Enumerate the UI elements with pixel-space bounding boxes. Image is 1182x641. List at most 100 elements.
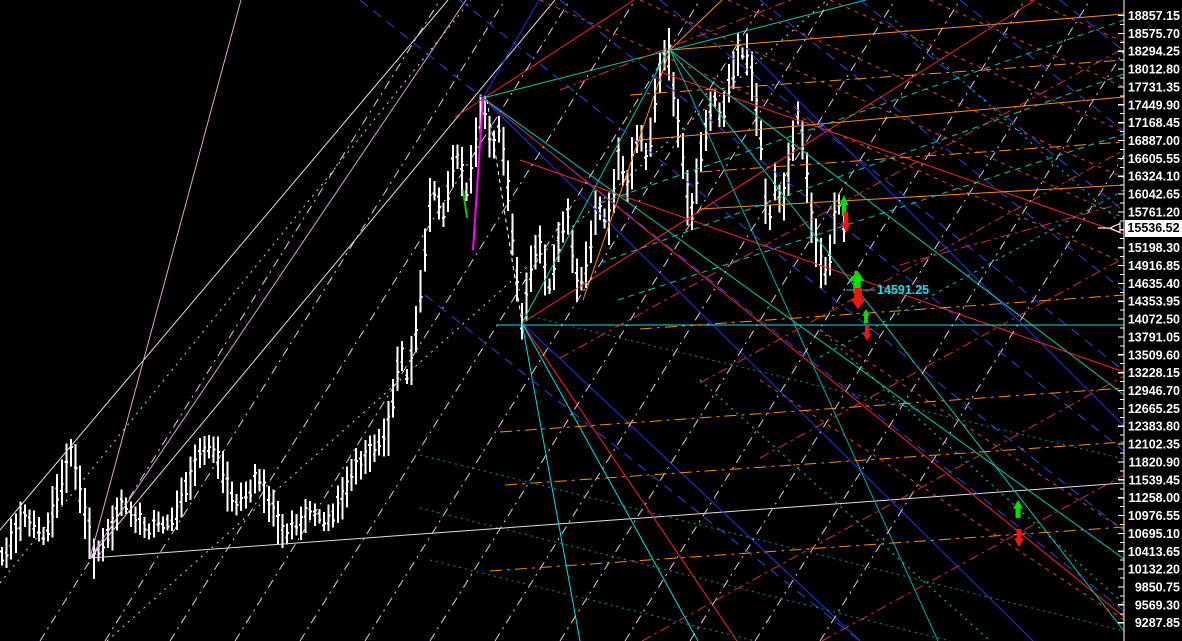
gann-angle-line bbox=[521, 322, 581, 641]
current-price-value: 15536.52 bbox=[1127, 221, 1180, 235]
gann-angle-line bbox=[539, 0, 1125, 264]
axis-tick-label: 18857.15 bbox=[1128, 9, 1180, 23]
price-bars-layer bbox=[0, 27, 846, 580]
axis-tick-label: 9569.30 bbox=[1135, 598, 1180, 612]
axis-tick-label: 10695.10 bbox=[1128, 527, 1180, 541]
gann-angle-line bbox=[689, 0, 1091, 641]
axis-tick-label: 12946.70 bbox=[1128, 384, 1180, 398]
gann-angle-line bbox=[169, 0, 571, 641]
gann-angle-line bbox=[104, 0, 506, 641]
gann-angle-line bbox=[659, 71, 1125, 235]
gann-angle-line bbox=[759, 379, 1125, 621]
axis-tick-label: 10413.65 bbox=[1128, 545, 1180, 559]
gann-angle-line bbox=[821, 474, 1125, 641]
price-marker-arrow-icon bbox=[1108, 222, 1121, 234]
axis-tick-label: 13228.15 bbox=[1128, 366, 1180, 380]
axis-tick-label: 9850.75 bbox=[1135, 580, 1180, 594]
gann-angle-line bbox=[424, 294, 861, 641]
gann-angle-line bbox=[482, 0, 867, 99]
gann-angle-line bbox=[89, 0, 242, 559]
ohlc-bars bbox=[0, 27, 846, 580]
gann-angle-line bbox=[617, 133, 1125, 301]
gann-angle-line bbox=[669, 13, 1125, 51]
gann-angle-line bbox=[629, 59, 1125, 96]
axis-tick-label: 14072.50 bbox=[1128, 313, 1180, 327]
gann-angle-line bbox=[482, 97, 1034, 641]
gann-angle-line bbox=[759, 0, 1125, 292]
axis-tick-label: 17168.45 bbox=[1128, 116, 1180, 130]
sell-signal-down-arrow-icon bbox=[1014, 529, 1024, 547]
gann-angle-line bbox=[359, 0, 1125, 612]
price-level-label[interactable]: 14591.25 bbox=[877, 283, 930, 297]
gann-angle-line bbox=[429, 559, 756, 641]
current-price-box[interactable]: 15536.52 bbox=[1125, 220, 1182, 237]
gann-angle-line bbox=[929, 0, 1125, 88]
gann-angle-line bbox=[482, 0, 540, 99]
gann-angle-line bbox=[89, 482, 1125, 559]
axis-tick-label: 15198.30 bbox=[1128, 241, 1180, 255]
gann-angle-line bbox=[419, 507, 951, 641]
gann-angle-line bbox=[521, 322, 861, 641]
axis-tick-label: 14635.40 bbox=[1128, 277, 1180, 291]
axis-tick-label: 14353.95 bbox=[1128, 295, 1180, 309]
gann-angle-line bbox=[521, 322, 738, 641]
gann-angle-line bbox=[521, 0, 1036, 324]
gann-angle-line bbox=[1059, 0, 1125, 52]
axis-tick-label: 17449.90 bbox=[1128, 98, 1180, 112]
gann-angle-line bbox=[859, 0, 1125, 212]
axis-background bbox=[1124, 0, 1182, 641]
gann-angle-line bbox=[624, 0, 1026, 641]
gann-angle-line bbox=[889, 15, 1125, 227]
gann-angle-line bbox=[559, 0, 1125, 452]
gann-angle-line bbox=[699, 141, 1125, 173]
axis-tick-label: 14916.85 bbox=[1128, 259, 1180, 273]
gann-angle-line bbox=[299, 0, 701, 641]
axis-tick-label: 10132.20 bbox=[1128, 563, 1180, 577]
axis-tick-label: 12102.35 bbox=[1128, 438, 1180, 452]
gann-angle-line bbox=[669, 49, 939, 641]
buy-signal-up-arrow-icon bbox=[849, 270, 865, 293]
gann-angle-line bbox=[482, 97, 1125, 560]
sell-signal-down-arrow-icon bbox=[841, 212, 851, 233]
gann-angle-line bbox=[819, 329, 1125, 531]
signal-arrows-layer bbox=[839, 195, 1024, 547]
axis-tick-label: 13509.60 bbox=[1128, 348, 1180, 362]
gann-angle-line bbox=[459, 0, 1125, 532]
gann-angle-line bbox=[819, 329, 1125, 605]
gann-angle-line bbox=[494, 0, 896, 641]
gann-angle-line bbox=[639, 294, 1125, 330]
gann-angle-line bbox=[499, 387, 1125, 433]
gann-angle-line bbox=[669, 0, 723, 51]
gann-angle-line bbox=[519, 313, 1125, 460]
gann-angle-line bbox=[699, 149, 1125, 384]
gann-angle-line bbox=[819, 154, 1125, 641]
gann-angle-line bbox=[519, 159, 1125, 373]
gann-angle-line bbox=[1029, 0, 1125, 43]
buy-signal-up-arrow-icon bbox=[862, 309, 870, 323]
axis-tick-label: 18575.70 bbox=[1128, 27, 1180, 41]
gann-angle-line bbox=[0, 0, 472, 584]
axis-tick-label: 11258.00 bbox=[1129, 491, 1180, 505]
gann-angle-line bbox=[745, 47, 1125, 427]
gann-angle-line bbox=[582, 49, 671, 301]
gann-angle-line bbox=[599, 19, 1125, 204]
gann-angle-line bbox=[454, 0, 635, 118]
gann-angle-line bbox=[486, 99, 523, 324]
gann-angle-line bbox=[659, 0, 1125, 372]
gann-angle-line bbox=[521, 48, 670, 324]
gann-angle-line bbox=[639, 96, 1125, 141]
axis-tick-label: 12383.80 bbox=[1128, 420, 1180, 434]
gann-angle-line bbox=[521, 322, 699, 641]
axis-tick-label: 18012.80 bbox=[1128, 63, 1180, 77]
gann-angle-line bbox=[899, 202, 1125, 266]
gann-angle-line bbox=[959, 0, 1125, 132]
gann-lines-layer bbox=[0, 0, 1125, 641]
axis-tick-label: 9287.85 bbox=[1135, 616, 1180, 630]
gann-angle-line bbox=[699, 184, 1125, 210]
gann-angle-line bbox=[639, 0, 1125, 219]
gann-angle-line bbox=[759, 257, 1125, 459]
gann-angle-line bbox=[489, 526, 1125, 572]
axis-tick-label: 16605.55 bbox=[1128, 152, 1180, 166]
gann-angle-line bbox=[599, 73, 1125, 264]
